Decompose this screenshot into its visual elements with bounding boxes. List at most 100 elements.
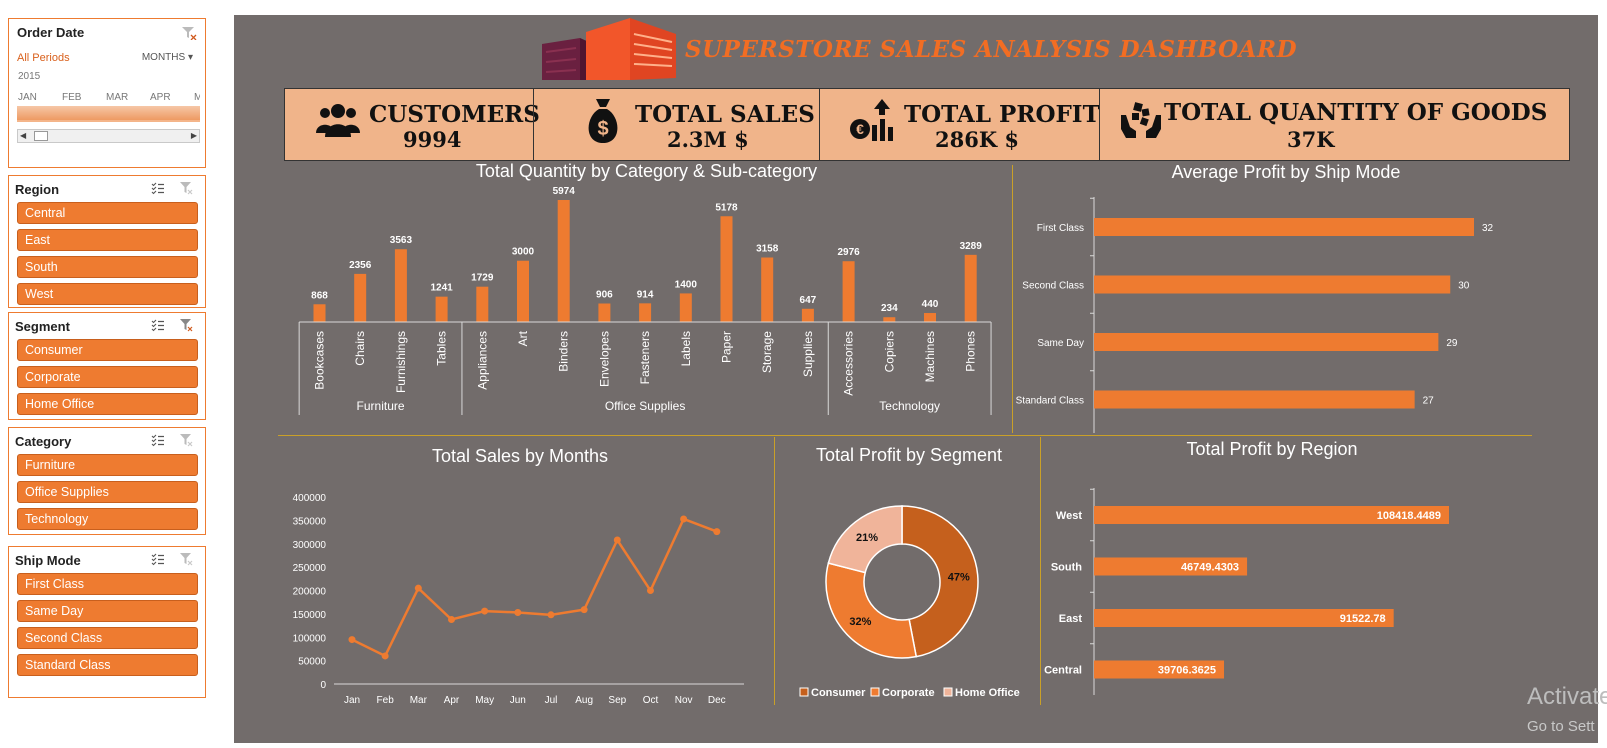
panel-divider <box>1012 165 1013 433</box>
slicer-item-east[interactable]: East <box>17 229 198 251</box>
kpi-total-quantity: TOTAL QUANTITY OF GOODS 37K <box>1100 89 1570 160</box>
bar <box>517 260 529 322</box>
legend-label: Home Office <box>955 687 1020 699</box>
bar <box>720 216 733 322</box>
slicer-item-technology[interactable]: Technology <box>17 508 198 530</box>
timeline-month: FEB <box>62 92 82 103</box>
all-periods-link[interactable]: All Periods <box>17 52 70 64</box>
multi-select-icon[interactable] <box>151 181 165 195</box>
pie-slice <box>825 562 918 659</box>
slicer-item-corporate[interactable]: Corporate <box>17 366 198 388</box>
category-label: Standard Class <box>1016 396 1084 407</box>
scroll-thumb[interactable] <box>34 131 48 141</box>
category-label: Envelopes <box>597 331 611 387</box>
segment-slicer: Segment Consumer Corporate Home Office <box>8 312 206 420</box>
avg-profit-ship-mode-chart: First Class 32 Second Class 30 Same Day 29 Sta… <box>1016 197 1494 433</box>
data-label: 1400 <box>675 279 698 290</box>
category-label: Art <box>516 330 530 346</box>
category-label: Same Day <box>1037 338 1084 349</box>
bar <box>1094 218 1474 236</box>
group-label: Office Supplies <box>605 399 686 413</box>
slicer-item-same-day[interactable]: Same Day <box>17 600 198 622</box>
kpi-customers: CUSTOMERS 9994 <box>285 89 540 160</box>
slicer-item-consumer[interactable]: Consumer <box>17 339 198 361</box>
scroll-left-icon[interactable]: ◀ <box>20 131 27 140</box>
category-label: South <box>1051 562 1082 574</box>
profit-by-segment-chart: 47% 32% 21% Consumer Corporate Home Office <box>799 505 1020 699</box>
data-label: 1241 <box>430 283 453 294</box>
data-label: 46749.4303 <box>1181 562 1239 574</box>
category-label: Machines <box>923 331 937 382</box>
timeline-month: MAR <box>106 92 129 103</box>
kpi-value: 9994 <box>403 127 462 152</box>
data-point <box>646 587 654 594</box>
bar <box>679 293 692 322</box>
data-label: 29 <box>1446 338 1458 349</box>
category-label: First Class <box>1037 223 1084 234</box>
legend-swatch <box>943 687 953 697</box>
data-label: 27 <box>1423 396 1435 407</box>
pie-slice <box>901 505 979 658</box>
timeline-month: JAN <box>18 92 37 103</box>
slicer-title: Ship Mode <box>15 552 81 568</box>
slicer-item-home-office[interactable]: Home Office <box>17 393 198 415</box>
bar <box>598 303 611 322</box>
data-label: 3000 <box>512 247 535 258</box>
slicer-item-west[interactable]: West <box>17 283 198 305</box>
slicer-item-south[interactable]: South <box>17 256 198 278</box>
kpi-value: 286K $ <box>935 127 1020 152</box>
timeline-selection-bar[interactable] <box>17 106 200 122</box>
bar <box>1094 660 1225 679</box>
data-label: 47% <box>948 572 970 584</box>
kpi-label: CUSTOMERS <box>369 101 540 128</box>
category-label: Phones <box>964 331 978 372</box>
category-label: West <box>1056 510 1082 522</box>
scroll-right-icon[interactable]: ▶ <box>190 131 197 140</box>
clear-filter-icon[interactable] <box>181 26 197 40</box>
svg-text:$: $ <box>597 118 608 140</box>
y-tick-label: 100000 <box>293 633 327 644</box>
y-tick-label: 200000 <box>293 587 327 598</box>
slicer-item-office-supplies[interactable]: Office Supplies <box>17 481 198 503</box>
bar <box>761 257 774 322</box>
multi-select-icon[interactable] <box>151 318 165 332</box>
order-date-timeline[interactable]: Order Date All Periods MONTHS ▾ 2015 JAN… <box>8 18 206 168</box>
kpi-divider <box>533 89 534 160</box>
timeline-title: Order Date <box>17 25 85 40</box>
bar <box>557 200 570 322</box>
timeline-scrollbar[interactable]: ◀ ▶ <box>17 129 200 143</box>
data-label: 2356 <box>349 260 372 271</box>
clear-filter-icon[interactable] <box>179 318 193 332</box>
clear-filter-icon[interactable] <box>179 181 193 195</box>
multi-select-icon[interactable] <box>151 552 165 566</box>
slicer-item-furniture[interactable]: Furniture <box>17 454 198 476</box>
dashboard-canvas: SUPERSTORE SALES ANALYSIS DASHBOARD CUST… <box>234 15 1598 743</box>
chevron-down-icon: ▾ <box>187 52 193 63</box>
bar <box>435 296 448 322</box>
data-label: 914 <box>637 289 654 300</box>
customers-icon <box>316 104 360 137</box>
bar <box>1094 275 1451 294</box>
category-label: Bookcases <box>313 331 327 390</box>
slicer-item-central[interactable]: Central <box>17 202 198 224</box>
data-point <box>514 608 522 616</box>
slicer-item-first-class[interactable]: First Class <box>17 573 198 595</box>
data-point <box>447 615 455 623</box>
timeline-month: APR <box>150 92 171 103</box>
slicer-item-standard-class[interactable]: Standard Class <box>17 654 198 676</box>
x-tick-label: Mar <box>410 695 428 706</box>
data-label: 5974 <box>553 186 576 197</box>
clear-filter-icon[interactable] <box>179 433 193 447</box>
kpi-value: 2.3M $ <box>667 127 749 152</box>
data-label: 3289 <box>960 241 983 252</box>
clear-filter-icon[interactable] <box>179 552 193 566</box>
kpi-total-sales: $ TOTAL SALES 2.3M $ <box>534 89 819 160</box>
multi-select-icon[interactable] <box>151 433 165 447</box>
data-label: 21% <box>856 532 878 544</box>
slicer-item-second-class[interactable]: Second Class <box>17 627 198 649</box>
timeline-month: M <box>194 92 200 103</box>
category-label: Binders <box>557 331 571 372</box>
y-tick-label: 300000 <box>293 540 327 551</box>
x-tick-label: Feb <box>377 695 395 706</box>
time-level-dropdown[interactable]: MONTHS ▾ <box>141 52 193 63</box>
